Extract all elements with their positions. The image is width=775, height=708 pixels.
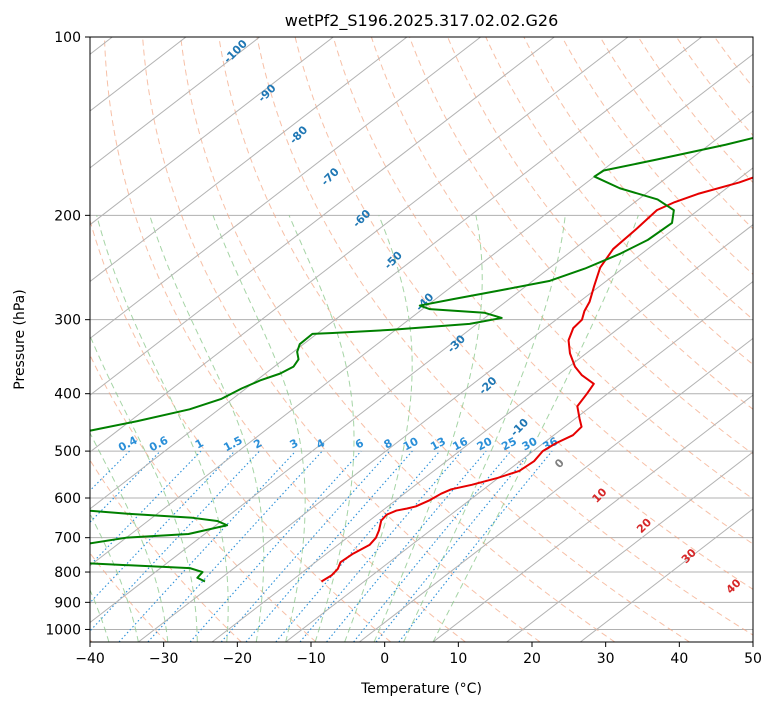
x-tick-label: −30 <box>149 651 179 667</box>
isotherms <box>90 37 753 642</box>
x-tick-label: 30 <box>597 651 615 667</box>
isotherm <box>359 337 753 642</box>
plot-frame <box>89 36 754 643</box>
dry-adiabat <box>142 37 541 642</box>
isotherm <box>90 37 481 339</box>
isotherm <box>90 37 334 226</box>
isotherm <box>90 37 260 169</box>
dewpoint-profile-line <box>90 136 753 583</box>
y-tick-label: 1000 <box>45 622 81 638</box>
dry-adiabat <box>370 37 753 500</box>
mixing-ratio-line <box>189 450 362 642</box>
dry-adiabat <box>561 37 753 276</box>
isotherm <box>506 451 753 642</box>
mixing-ratio-label: 16 <box>450 435 470 454</box>
mixing-ratio-label: 10 <box>401 435 421 454</box>
x-tick-label: −20 <box>223 651 253 667</box>
mixing-ratio-line <box>147 450 323 642</box>
dry-adiabat <box>637 37 753 184</box>
mixing-ratio-line <box>326 450 487 642</box>
moist-adiabat <box>373 215 483 642</box>
y-axis-title: Pressure (hPa) <box>12 289 28 389</box>
mixing-ratio-line <box>398 450 553 642</box>
dry-adiabats <box>90 37 753 642</box>
isotherm <box>90 37 408 283</box>
dry-adiabat <box>218 37 690 642</box>
mixing-ratio-line <box>90 450 260 632</box>
x-tick-label: 40 <box>670 651 688 667</box>
isotherm <box>90 53 753 567</box>
y-tick-label: 600 <box>54 491 81 507</box>
axes: −40 −30 −20 −10 0 10 20 30 40 50 100 200 300 400 500 60… <box>45 30 762 667</box>
y-tick-label: 900 <box>54 595 81 611</box>
isotherm <box>211 224 753 642</box>
mixing-ratio-line <box>118 450 297 642</box>
mixing-ratio-line <box>353 450 512 642</box>
isotherm <box>285 280 753 642</box>
isotherm <box>432 394 753 642</box>
y-tick-label: 300 <box>54 313 81 329</box>
moist-adiabat <box>90 431 169 642</box>
isotherm <box>90 37 555 396</box>
mixing-ratio-line <box>375 450 532 642</box>
mixing-ratio-label: 25 <box>499 435 519 454</box>
dry-adiabat <box>332 37 753 545</box>
x-tick-label: 10 <box>449 651 467 667</box>
y-tick-label: 400 <box>54 387 81 403</box>
moist-adiabat <box>149 215 265 642</box>
x-tick-label: 50 <box>744 651 762 667</box>
dry-adiabat <box>256 37 753 636</box>
mixing-ratio-label: 20 <box>475 435 495 454</box>
chart-title: wetPf2_S196.2025.317.02.02.G26 <box>285 11 559 31</box>
mixing-ratio-label: 13 <box>428 435 448 454</box>
y-tick-label: 700 <box>54 531 81 547</box>
moist-adiabat <box>288 215 355 642</box>
moist-adiabat <box>403 215 566 642</box>
mixing-ratio-label: 30 <box>520 435 540 454</box>
mixing-ratio-line <box>299 450 463 642</box>
dry-adiabat <box>180 37 616 642</box>
isotherm <box>138 167 753 642</box>
y-tick-label: 200 <box>54 208 81 224</box>
moist-adiabat <box>432 215 639 642</box>
isotherm <box>90 37 702 510</box>
moist-adiabat <box>344 215 413 642</box>
x-tick-label: 0 <box>380 651 389 667</box>
temperature-profile-line <box>320 176 753 583</box>
x-tick-label: −10 <box>296 651 326 667</box>
x-axis-title: Temperature (°C) <box>360 681 482 697</box>
x-tick-label: 20 <box>523 651 541 667</box>
isotherm <box>90 37 629 453</box>
y-tick-label: 500 <box>54 444 81 460</box>
isotherm <box>90 110 753 624</box>
x-tick-label: −40 <box>75 651 105 667</box>
dry-adiabat <box>523 37 753 321</box>
moist-adiabat <box>96 215 229 642</box>
mixing-ratio-lines <box>90 450 553 642</box>
moist-adiabats <box>90 215 639 642</box>
dry-adiabat <box>103 37 466 642</box>
dry-adiabat <box>90 353 317 642</box>
moist-adiabat <box>212 215 306 642</box>
mixing-ratio-line <box>220 450 391 642</box>
isotherm <box>580 508 753 642</box>
dry-adiabat <box>447 37 753 410</box>
y-tick-label: 800 <box>54 565 81 581</box>
y-tick-label: 100 <box>54 30 81 46</box>
dry-adiabat <box>409 37 753 455</box>
sounding-profiles <box>90 136 753 583</box>
